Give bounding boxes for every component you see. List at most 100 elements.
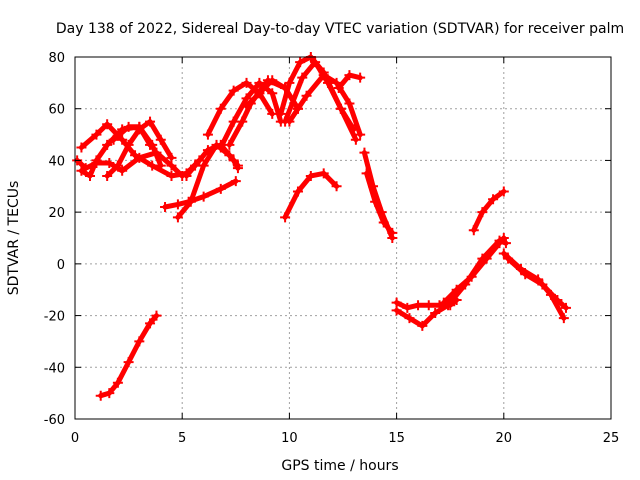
- data-point-marker: [230, 176, 241, 187]
- data-point-marker: [404, 313, 415, 324]
- y-tick-label: -20: [44, 310, 65, 325]
- data-point-marker: [112, 377, 123, 388]
- data-point-marker: [123, 357, 134, 368]
- y-tick-label: -40: [44, 361, 65, 376]
- data-point-marker: [202, 129, 213, 140]
- data-point-marker: [104, 388, 115, 399]
- y-tick-label: 0: [57, 258, 65, 273]
- x-tick-label: 0: [71, 431, 79, 446]
- data-point-marker: [335, 103, 346, 114]
- data-point-marker: [310, 57, 321, 68]
- data-point-marker: [297, 72, 308, 83]
- data-point-marker: [387, 227, 398, 238]
- series-arc-15: [282, 59, 357, 132]
- data-point-marker: [370, 196, 381, 207]
- data-point-marker: [402, 302, 413, 313]
- data-point-marker: [172, 199, 183, 210]
- data-point-marker: [198, 191, 209, 202]
- data-point-marker: [417, 320, 428, 331]
- data-point-marker: [378, 217, 389, 228]
- data-point-marker: [423, 300, 434, 311]
- data-point-marker: [537, 279, 548, 290]
- data-point-marker: [155, 160, 166, 171]
- data-point-marker: [558, 313, 569, 324]
- data-point-marker: [102, 170, 113, 181]
- x-tick-label: 20: [496, 431, 513, 446]
- data-point-marker: [145, 139, 156, 150]
- data-point-marker: [145, 116, 156, 127]
- data-point-marker: [123, 139, 134, 150]
- data-point-marker: [284, 116, 295, 127]
- data-point-marker: [117, 134, 128, 145]
- x-tick-label: 5: [178, 431, 186, 446]
- data-point-marker: [430, 307, 441, 318]
- data-point-marker: [228, 85, 239, 96]
- data-point-marker: [254, 88, 265, 99]
- series-arc-16: [286, 72, 363, 138]
- data-point-marker: [438, 297, 449, 308]
- data-point-marker: [112, 160, 123, 171]
- data-point-marker: [76, 142, 87, 153]
- data-point-marker: [160, 201, 171, 212]
- data-point-marker: [468, 225, 479, 236]
- data-point-marker: [102, 139, 113, 150]
- series-arc-24: [471, 189, 507, 233]
- data-point-marker: [267, 108, 278, 119]
- data-point-marker: [155, 134, 166, 145]
- y-tick-label: 60: [48, 103, 65, 118]
- data-point-marker: [151, 310, 162, 321]
- data-point-marker: [134, 152, 145, 163]
- data-point-marker: [145, 318, 156, 329]
- data-point-marker: [147, 160, 158, 171]
- data-point-marker: [185, 196, 196, 207]
- x-tick-label: 10: [281, 431, 298, 446]
- data-point-marker: [267, 75, 278, 86]
- data-point-marker: [166, 170, 177, 181]
- data-point-marker: [117, 165, 128, 176]
- data-point-marker: [318, 70, 329, 81]
- data-point-marker: [359, 147, 370, 158]
- data-point-marker: [228, 155, 239, 166]
- data-point-marker: [344, 98, 355, 109]
- data-point-marker: [333, 83, 344, 94]
- data-point-marker: [85, 170, 96, 181]
- data-point-marker: [215, 103, 226, 114]
- data-point-marker: [215, 183, 226, 194]
- data-point-marker: [520, 269, 531, 280]
- data-point-marker: [91, 155, 102, 166]
- data-point-marker: [172, 212, 183, 223]
- data-point-marker: [318, 168, 329, 179]
- data-point-marker: [466, 271, 477, 282]
- data-point-marker: [494, 238, 505, 249]
- series-arc-7: [162, 178, 239, 210]
- series-arc-5: [111, 124, 153, 148]
- data-point-marker: [344, 70, 355, 81]
- data-point-marker: [503, 253, 514, 264]
- data-point-marker: [350, 134, 361, 145]
- series-arc-20: [364, 170, 395, 236]
- data-point-marker: [123, 121, 134, 132]
- y-axis-label: SDTVAR / TECUs: [6, 181, 22, 296]
- data-point-marker: [488, 194, 499, 205]
- series-arc-6: [98, 313, 159, 399]
- data-point-marker: [202, 145, 213, 156]
- ticks: 0 5 10 15 20 25 -60 -40 -20 0 20 40 60 80: [44, 51, 620, 446]
- chart-title: Day 138 of 2022, Sidereal Day-to-day VTE…: [56, 21, 624, 37]
- data-point-marker: [301, 90, 312, 101]
- data-point-marker: [498, 233, 509, 243]
- y-tick-label: 40: [48, 154, 65, 169]
- series-arc-23: [441, 235, 507, 306]
- x-tick-label: 25: [603, 431, 620, 446]
- data-point-marker: [224, 139, 235, 150]
- data-point-marker: [104, 158, 115, 169]
- data-point-marker: [190, 160, 201, 171]
- data-point-marker: [254, 77, 265, 88]
- data-point-marker: [215, 142, 226, 153]
- series-arc-10: [205, 80, 275, 138]
- data-point-marker: [76, 165, 87, 176]
- data-point-marker: [134, 121, 145, 132]
- y-tick-label: 80: [48, 51, 65, 66]
- data-point-marker: [267, 88, 278, 99]
- data-point-marker: [498, 186, 509, 197]
- data-point-marker: [284, 77, 295, 88]
